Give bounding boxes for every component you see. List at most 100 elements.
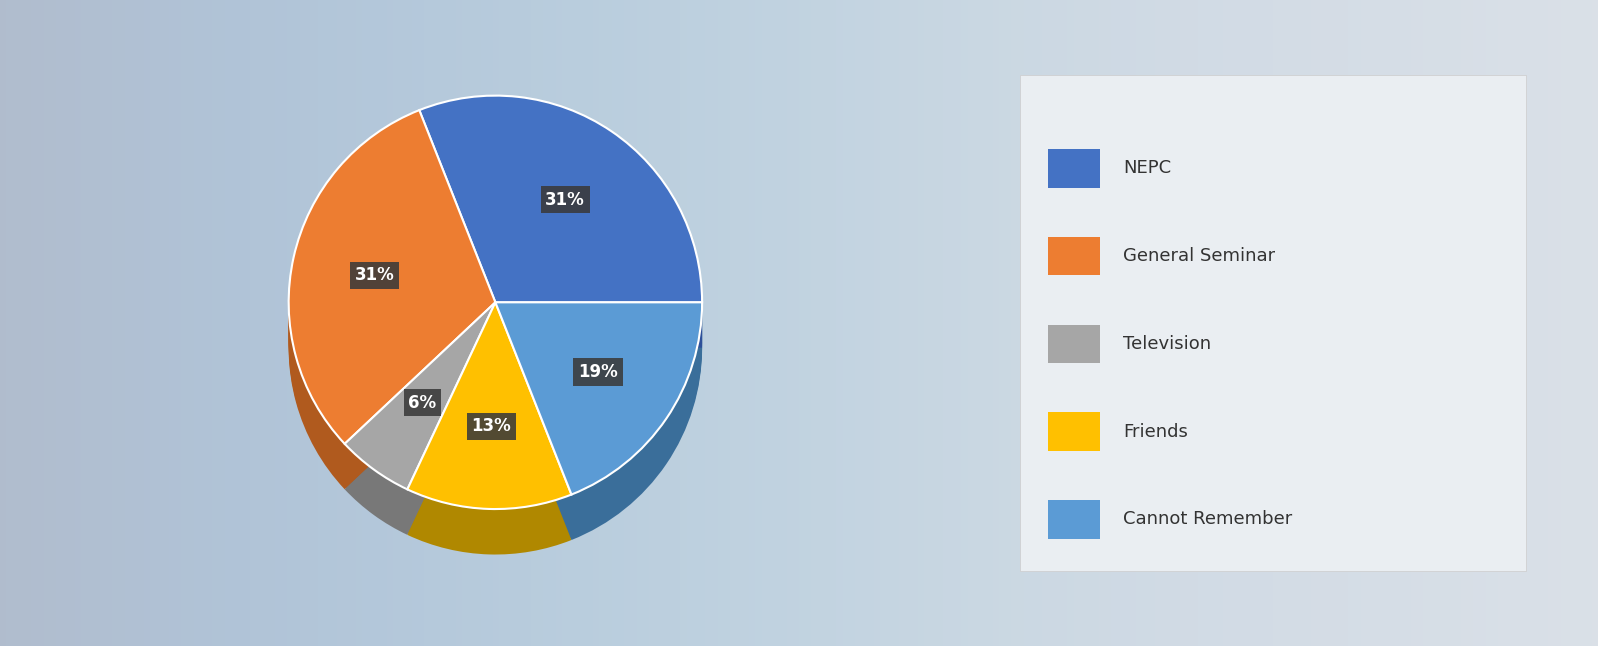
- Wedge shape: [407, 323, 572, 530]
- Wedge shape: [289, 120, 495, 453]
- Wedge shape: [495, 307, 702, 499]
- Wedge shape: [495, 320, 702, 513]
- Wedge shape: [419, 136, 702, 343]
- Wedge shape: [495, 328, 702, 519]
- Wedge shape: [419, 141, 702, 348]
- Wedge shape: [419, 130, 702, 337]
- Text: NEPC: NEPC: [1123, 159, 1171, 177]
- Wedge shape: [495, 309, 702, 501]
- Wedge shape: [495, 305, 702, 497]
- Wedge shape: [345, 311, 495, 499]
- Wedge shape: [289, 133, 495, 466]
- Wedge shape: [407, 328, 572, 534]
- Wedge shape: [345, 328, 495, 514]
- Wedge shape: [289, 138, 495, 471]
- Wedge shape: [289, 129, 495, 462]
- Wedge shape: [345, 332, 495, 519]
- Wedge shape: [419, 112, 702, 318]
- Wedge shape: [407, 320, 572, 527]
- Wedge shape: [345, 320, 495, 508]
- Wedge shape: [495, 318, 702, 510]
- Wedge shape: [407, 325, 572, 532]
- Wedge shape: [345, 309, 495, 496]
- Wedge shape: [419, 98, 702, 305]
- Wedge shape: [495, 316, 702, 508]
- FancyBboxPatch shape: [1048, 324, 1099, 363]
- Wedge shape: [407, 334, 572, 541]
- Wedge shape: [495, 323, 702, 515]
- FancyBboxPatch shape: [1048, 412, 1099, 451]
- Wedge shape: [289, 151, 495, 484]
- FancyBboxPatch shape: [1048, 149, 1099, 187]
- FancyBboxPatch shape: [1048, 236, 1099, 275]
- Wedge shape: [407, 339, 572, 545]
- Wedge shape: [345, 307, 495, 494]
- Wedge shape: [289, 147, 495, 480]
- Wedge shape: [345, 341, 495, 528]
- Wedge shape: [407, 329, 572, 536]
- Wedge shape: [407, 346, 572, 552]
- Wedge shape: [419, 123, 702, 329]
- Wedge shape: [289, 126, 495, 460]
- Wedge shape: [495, 314, 702, 506]
- Wedge shape: [419, 116, 702, 323]
- Wedge shape: [419, 114, 702, 320]
- Wedge shape: [289, 156, 495, 489]
- Wedge shape: [419, 139, 702, 346]
- Wedge shape: [345, 302, 495, 490]
- Wedge shape: [345, 348, 495, 535]
- Wedge shape: [289, 149, 495, 483]
- Wedge shape: [407, 302, 572, 509]
- Wedge shape: [495, 348, 702, 540]
- Wedge shape: [289, 153, 495, 487]
- Wedge shape: [495, 341, 702, 533]
- Wedge shape: [289, 144, 495, 478]
- Wedge shape: [495, 337, 702, 528]
- Wedge shape: [407, 332, 572, 539]
- Wedge shape: [407, 337, 572, 543]
- Wedge shape: [407, 311, 572, 518]
- Wedge shape: [419, 127, 702, 334]
- Wedge shape: [407, 316, 572, 523]
- Text: 13%: 13%: [471, 417, 511, 435]
- FancyBboxPatch shape: [1020, 75, 1526, 571]
- Wedge shape: [419, 109, 702, 316]
- Wedge shape: [495, 346, 702, 537]
- Wedge shape: [419, 96, 702, 302]
- Wedge shape: [419, 107, 702, 314]
- Wedge shape: [289, 124, 495, 457]
- Wedge shape: [419, 105, 702, 311]
- Wedge shape: [289, 112, 495, 446]
- Wedge shape: [345, 334, 495, 521]
- Text: General Seminar: General Seminar: [1123, 247, 1275, 265]
- Wedge shape: [345, 323, 495, 510]
- Text: 19%: 19%: [578, 363, 618, 381]
- Wedge shape: [495, 325, 702, 517]
- Wedge shape: [407, 307, 572, 514]
- Wedge shape: [419, 121, 702, 328]
- Wedge shape: [407, 348, 572, 554]
- Wedge shape: [345, 329, 495, 517]
- FancyBboxPatch shape: [1048, 500, 1099, 539]
- Wedge shape: [289, 115, 495, 448]
- Wedge shape: [289, 135, 495, 469]
- Wedge shape: [345, 314, 495, 501]
- Wedge shape: [495, 339, 702, 531]
- Wedge shape: [407, 305, 572, 512]
- Wedge shape: [419, 100, 702, 307]
- Wedge shape: [495, 329, 702, 522]
- Wedge shape: [345, 339, 495, 526]
- Wedge shape: [419, 103, 702, 309]
- Wedge shape: [419, 134, 702, 341]
- Wedge shape: [289, 121, 495, 455]
- Wedge shape: [289, 110, 495, 444]
- Wedge shape: [407, 343, 572, 550]
- Text: Friends: Friends: [1123, 422, 1187, 441]
- Wedge shape: [419, 118, 702, 325]
- Wedge shape: [289, 117, 495, 451]
- Wedge shape: [495, 302, 702, 495]
- Wedge shape: [407, 318, 572, 525]
- Wedge shape: [345, 305, 495, 492]
- Wedge shape: [495, 343, 702, 536]
- Text: Cannot Remember: Cannot Remember: [1123, 510, 1293, 528]
